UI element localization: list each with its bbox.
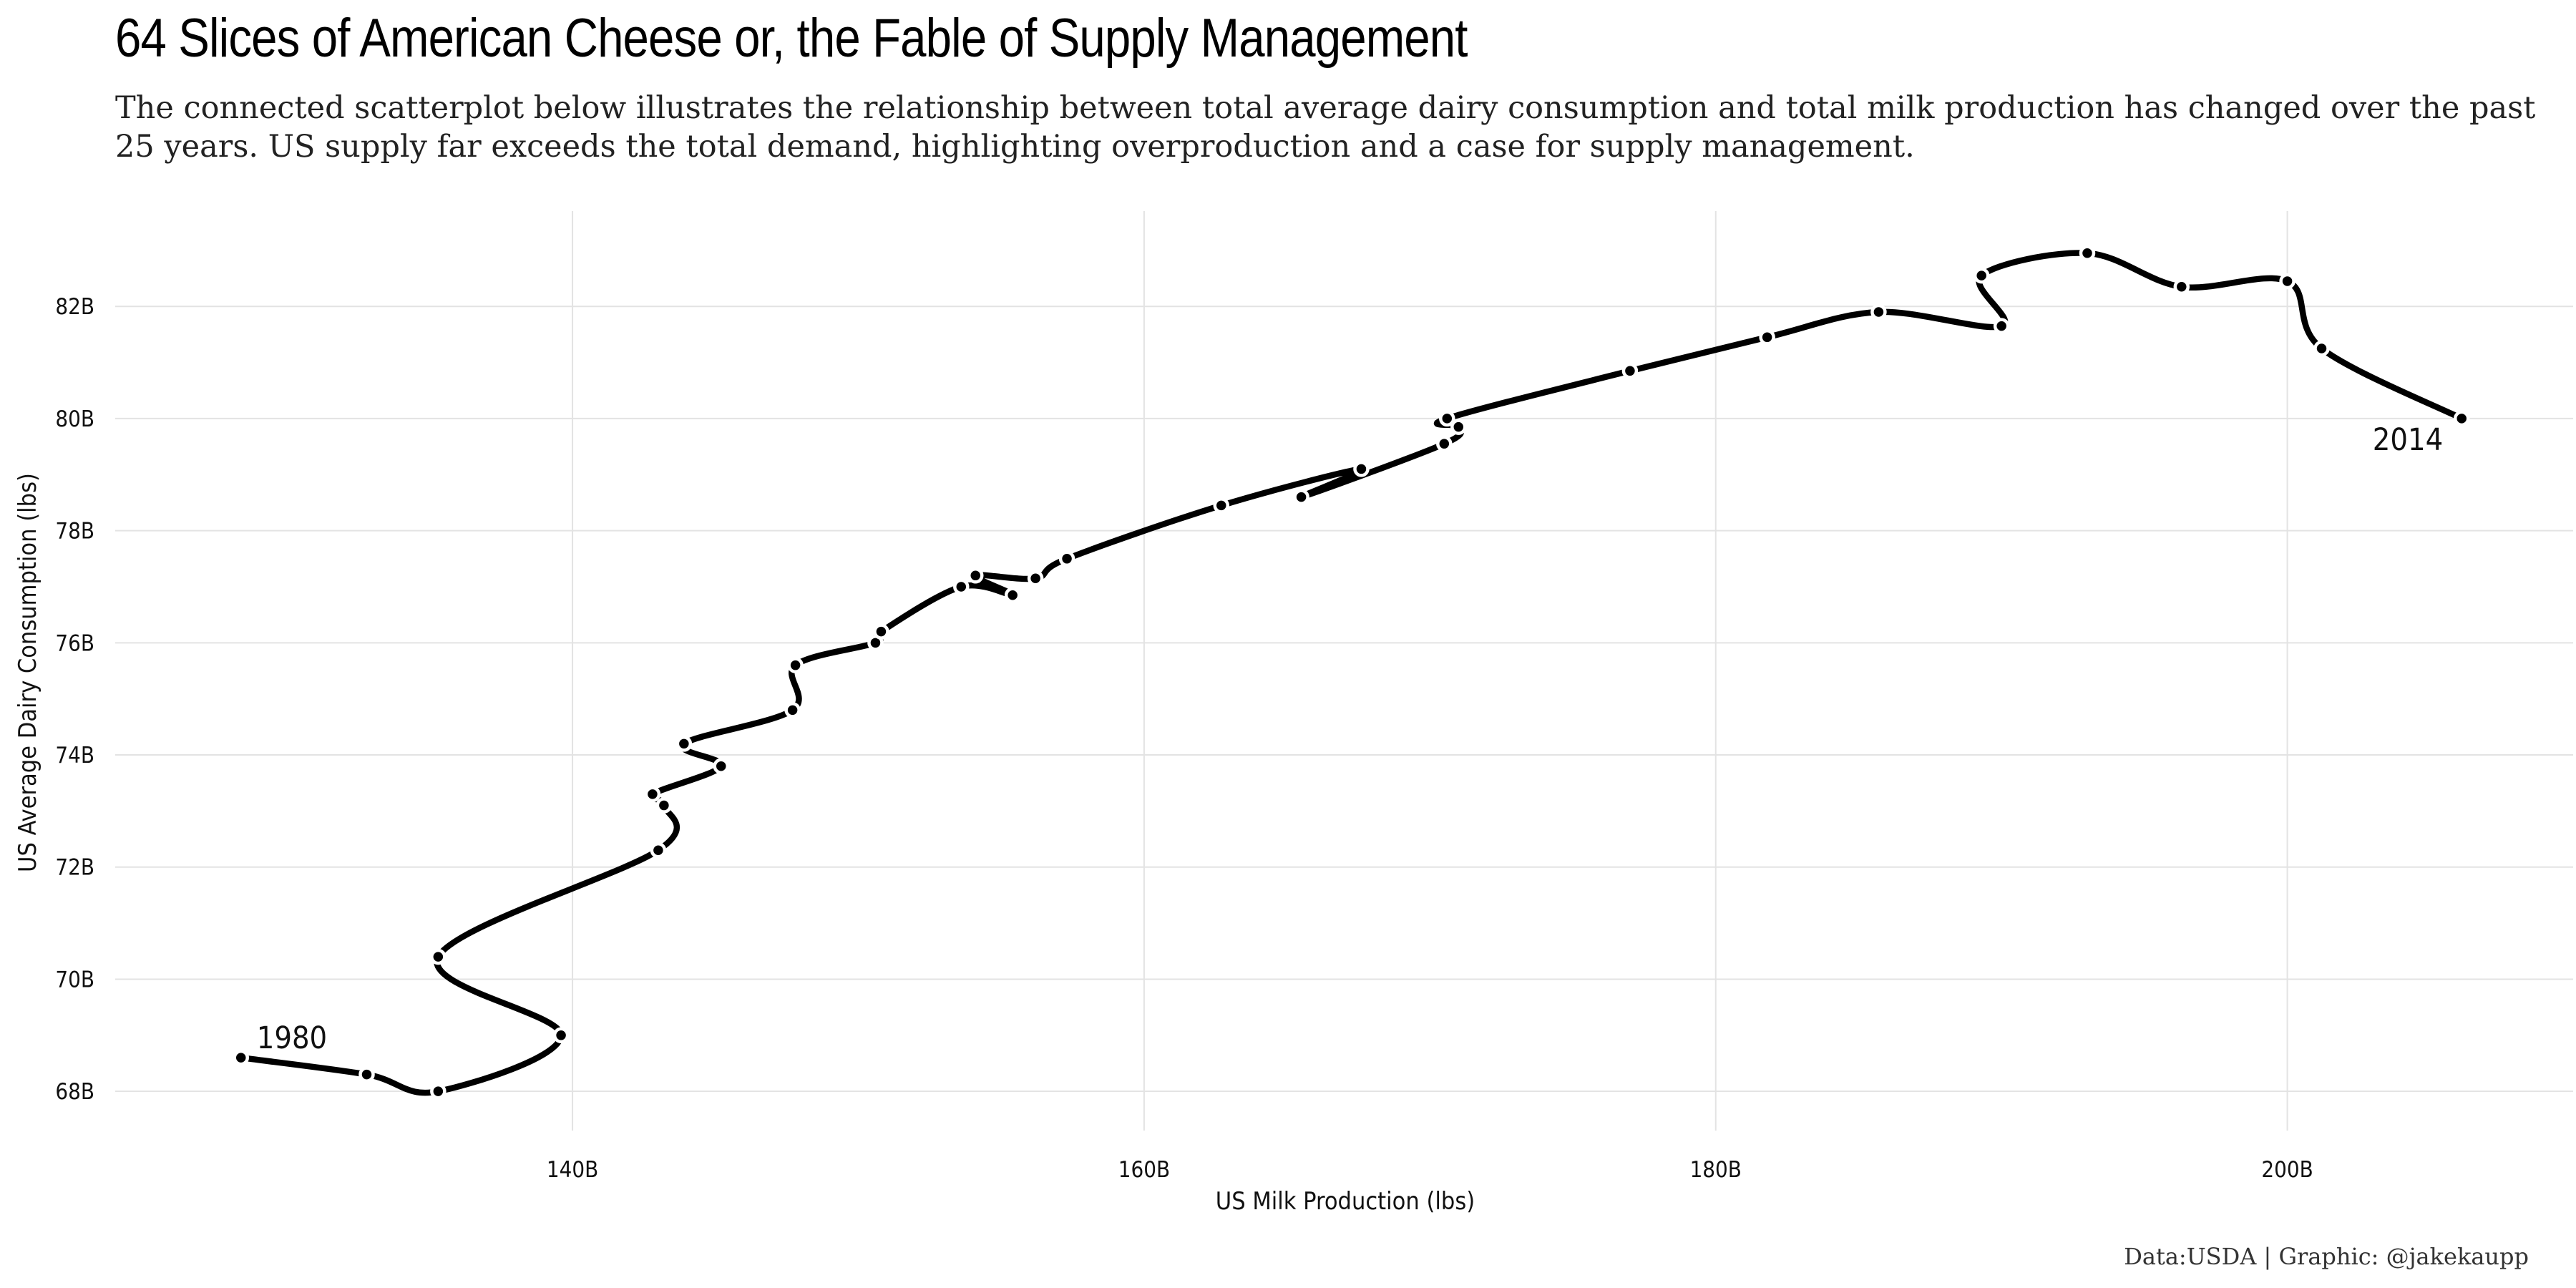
x-tick-label: 160B bbox=[1118, 1157, 1170, 1183]
data-point bbox=[967, 567, 984, 584]
y-tick-label: 70B bbox=[55, 967, 94, 992]
x-tick-label: 140B bbox=[547, 1157, 598, 1183]
data-point bbox=[650, 841, 667, 859]
data-point bbox=[784, 702, 801, 718]
series-line bbox=[238, 250, 2465, 1096]
y-tick-label: 76B bbox=[55, 630, 94, 656]
data-point bbox=[1436, 435, 1453, 452]
y-tick-label: 74B bbox=[55, 743, 94, 769]
data-point bbox=[1027, 570, 1044, 587]
data-point bbox=[1993, 318, 2010, 334]
data-point bbox=[2279, 273, 2296, 290]
data-point bbox=[2453, 410, 2470, 427]
year-annotation: 2014 bbox=[2373, 422, 2443, 458]
data-point bbox=[1621, 363, 1639, 379]
data-point bbox=[430, 948, 447, 965]
data-point bbox=[787, 657, 804, 673]
data-point bbox=[1353, 461, 1370, 477]
year-annotation: 1980 bbox=[257, 1020, 327, 1056]
data-point bbox=[1450, 419, 1467, 435]
data-point bbox=[713, 758, 730, 774]
data-point bbox=[1058, 550, 1075, 567]
data-point bbox=[2173, 278, 2190, 296]
y-axis-title: US Average Dairy Consumption (lbs) bbox=[14, 473, 42, 872]
year-annotations: 1980 2014 bbox=[257, 422, 2443, 1056]
chart-caption: Data:USDA | Graphic: @jakekaupp bbox=[2124, 1243, 2529, 1270]
data-point bbox=[1004, 587, 1021, 603]
data-point bbox=[873, 623, 889, 640]
y-tick-label: 78B bbox=[55, 519, 94, 545]
data-point bbox=[2079, 245, 2096, 262]
data-point bbox=[2313, 340, 2330, 357]
chart-subtitle: The connected scatterplot below illustra… bbox=[115, 90, 2536, 165]
data-point bbox=[1293, 489, 1309, 505]
data-point bbox=[1439, 410, 1455, 427]
data-point bbox=[1870, 303, 1887, 321]
data-point bbox=[953, 578, 970, 595]
data-point bbox=[1973, 267, 1990, 284]
y-tick-label: 68B bbox=[55, 1079, 94, 1105]
data-point bbox=[1213, 497, 1229, 514]
data-point bbox=[552, 1027, 570, 1044]
x-tick-label: 180B bbox=[1690, 1157, 1742, 1183]
data-point bbox=[233, 1049, 249, 1066]
chart-title: 64 Slices of American Cheese or, the Fab… bbox=[115, 8, 1468, 69]
data-point bbox=[644, 786, 661, 803]
data-point bbox=[675, 736, 693, 752]
y-tick-label: 80B bbox=[55, 406, 94, 432]
data-point bbox=[430, 1083, 447, 1100]
x-axis-title: US Milk Production (lbs) bbox=[1216, 1187, 1475, 1216]
y-tick-label: 82B bbox=[55, 294, 94, 320]
data-point bbox=[358, 1066, 375, 1083]
gridlines bbox=[115, 211, 2573, 1131]
y-tick-label: 72B bbox=[55, 855, 94, 881]
x-tick-label: 200B bbox=[2261, 1157, 2313, 1183]
data-point bbox=[655, 797, 673, 814]
data-point bbox=[1759, 329, 1775, 346]
axis-ticks: 68B 70B 72B 74B 76B 78B 80B 82B 140B 160B 180B 200B bbox=[55, 294, 2313, 1183]
data-points bbox=[233, 245, 2470, 1100]
